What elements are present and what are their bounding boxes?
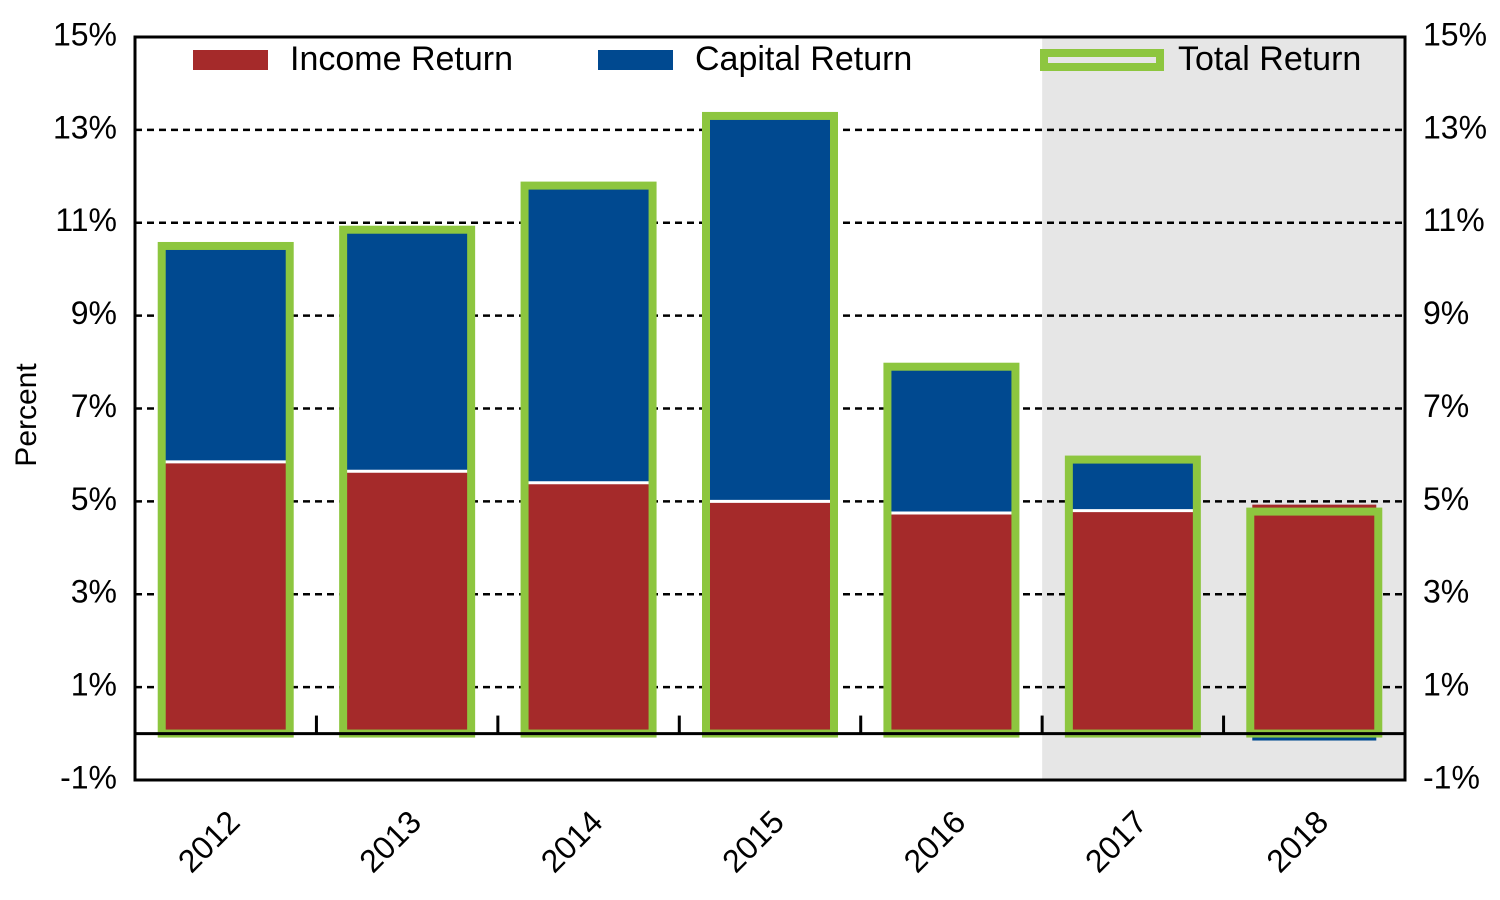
bar-capital <box>889 366 1014 513</box>
y-axis-label: Percent <box>10 363 43 467</box>
y-tick-label: 5% <box>71 481 117 517</box>
bar-income <box>708 501 832 734</box>
bar-income <box>889 512 1014 734</box>
legend-swatch <box>598 50 673 70</box>
legend-swatch <box>1040 49 1164 71</box>
y2-tick-label: 1% <box>1423 667 1469 703</box>
y2-tick-label: 3% <box>1423 574 1469 610</box>
bar-capital <box>1070 459 1195 511</box>
bar-capital <box>163 245 288 462</box>
legend-swatch <box>193 50 268 70</box>
bar-income <box>345 471 470 734</box>
x-tick-label: 2017 <box>1078 803 1154 879</box>
legend-label: Total Return <box>1178 40 1361 78</box>
x-tick-label: 2016 <box>897 803 973 879</box>
legend-label: Income Return <box>290 40 513 78</box>
x-tick-label: 2018 <box>1259 803 1335 879</box>
bar-capital <box>345 229 470 472</box>
x-tick-label: 2012 <box>171 803 247 879</box>
y2-tick-label: 9% <box>1423 295 1469 331</box>
y-tick-label: 11% <box>55 202 117 238</box>
y-tick-label: 9% <box>71 295 117 331</box>
y2-tick-label: 11% <box>1423 202 1485 238</box>
y-tick-label: 3% <box>71 574 117 610</box>
bar-capital <box>526 185 651 483</box>
y-tick-label: 15% <box>53 16 117 52</box>
y-tick-label: 7% <box>71 388 117 424</box>
y-tick-label: 1% <box>71 667 117 703</box>
x-tick-label: 2013 <box>352 803 428 879</box>
y2-tick-label: 7% <box>1423 388 1469 424</box>
legend-label: Capital Return <box>695 40 912 78</box>
plot-frame <box>133 35 1407 782</box>
y2-tick-label: 5% <box>1423 481 1469 517</box>
bar-income <box>526 482 651 734</box>
bar-income <box>1252 504 1377 734</box>
x-tick-label: 2014 <box>534 803 610 879</box>
y-tick-label: 13% <box>53 109 117 145</box>
bar-income <box>163 461 288 734</box>
x-tick-label: 2015 <box>715 803 791 879</box>
y2-tick-label: 13% <box>1423 109 1487 145</box>
y-tick-label: -1% <box>60 759 117 795</box>
bar-income <box>1070 510 1195 734</box>
bar-capital <box>708 115 832 502</box>
y2-tick-label: 15% <box>1423 16 1487 52</box>
y2-tick-label: -1% <box>1423 759 1480 795</box>
